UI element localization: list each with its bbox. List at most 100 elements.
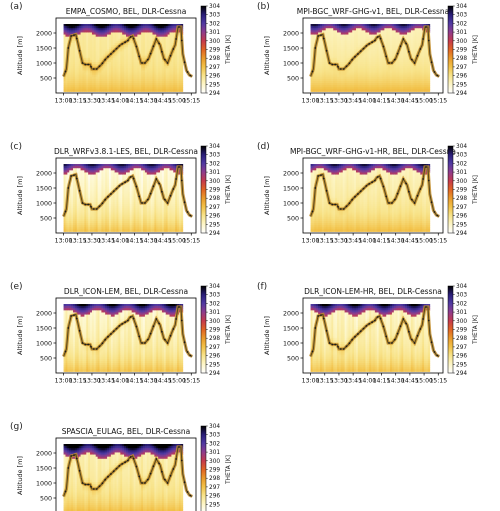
colorbar-tick-label: 301	[209, 450, 220, 456]
colorbar-tick-label: 294	[456, 371, 467, 377]
colorbar-tick-label: 295	[209, 222, 220, 228]
colorbar-tick-label: 303	[209, 293, 220, 299]
panel-title: EMPA_COSMO, BEL, DLR-Cessna	[66, 7, 187, 16]
x-tick-label: 15:00	[415, 378, 433, 385]
panel-label: (f)	[257, 282, 267, 292]
colorbar-tick-label: 301	[209, 170, 220, 176]
x-tick-label: 14:00	[111, 378, 129, 385]
colorbar-tick-label: 304	[456, 4, 467, 10]
x-tick-label: 13:00	[55, 98, 73, 105]
colorbar-label: THETA [K]	[473, 315, 479, 345]
panel-title: DLR_WRFv3.8.1-LES, BEL, DLR-Cessna	[54, 147, 198, 156]
colorbar-tick-label: 298	[209, 196, 220, 202]
colorbar-tick-label: 303	[209, 13, 220, 19]
y-tick-label: 500	[287, 215, 299, 222]
x-tick-label: 14:15	[126, 378, 144, 385]
x-tick-label: 13:15	[69, 378, 87, 385]
x-tick-label: 13:45	[97, 378, 115, 385]
plot-frame	[302, 17, 444, 94]
colorbar-tick-label: 303	[209, 153, 220, 159]
colorbar-tick-label: 295	[456, 222, 467, 228]
x-tick-label: 13:30	[330, 98, 348, 105]
colorbar-tick-label: 297	[209, 485, 220, 491]
colorbar-tick-label: 295	[456, 82, 467, 88]
colorbar-tick-label: 299	[209, 328, 220, 334]
x-tick-label: 13:30	[330, 378, 348, 385]
x-tick-label: 14:30	[140, 378, 158, 385]
y-tick-label: 500	[40, 495, 52, 502]
colorbar-tick-label: 300	[456, 39, 467, 45]
y-axis-label: Altitude [m]	[16, 456, 24, 495]
y-tick-label: 1500	[283, 185, 299, 192]
colorbar-tick-label: 298	[456, 196, 467, 202]
flight-markers	[64, 26, 192, 77]
y-tick-label: 2000	[283, 310, 299, 317]
x-tick-label: 15:00	[168, 98, 186, 105]
x-tick-label: 14:15	[126, 98, 144, 105]
x-tick-label: 13:45	[344, 238, 362, 245]
panel-label: (a)	[10, 2, 23, 12]
x-tick-label: 14:15	[126, 238, 144, 245]
panel-2: (c) DLR_WRFv3.8.1-LES, BEL, DLR-Cessna 500…	[10, 142, 232, 245]
colorbar-tick-label: 300	[456, 319, 467, 325]
x-tick-label: 13:45	[97, 238, 115, 245]
colorbar-tick-label: 304	[209, 284, 220, 290]
y-tick-label: 2000	[36, 170, 52, 177]
y-axis-label: Altitude [m]	[263, 316, 271, 355]
colorbar-tick-label: 302	[209, 21, 220, 27]
x-tick-label: 15:00	[415, 238, 433, 245]
y-axis-label: Altitude [m]	[263, 36, 271, 75]
colorbar-tick-label: 299	[209, 188, 220, 194]
x-tick-label: 15:15	[182, 98, 200, 105]
y-tick-label: 1500	[36, 465, 52, 472]
y-tick-label: 1500	[36, 45, 52, 52]
x-tick-label: 13:30	[83, 378, 101, 385]
y-tick-label: 2000	[283, 170, 299, 177]
colorbar-tick-label: 295	[456, 362, 467, 368]
colorbar-tick-label: 297	[456, 345, 467, 351]
x-tick-label: 15:15	[182, 378, 200, 385]
y-tick-label: 1000	[36, 60, 52, 67]
colorbar-tick-label: 303	[209, 433, 220, 439]
panel-title: SPASCIA_EULAG, BEL, DLR-Cessna	[62, 427, 191, 436]
colorbar-tick-label: 300	[209, 179, 220, 185]
colorbar-label: THETA [K]	[226, 315, 232, 345]
x-tick-label: 14:45	[401, 98, 419, 105]
colorbar	[200, 285, 207, 374]
flight-markers	[311, 306, 439, 357]
colorbar-tick-label: 301	[456, 30, 467, 36]
panel-label: (c)	[10, 142, 22, 152]
x-tick-label: 13:30	[330, 238, 348, 245]
panel-6: (g) SPASCIA_EULAG, BEL, DLR-Cessna 500 1000…	[10, 422, 232, 511]
x-tick-label: 15:00	[415, 98, 433, 105]
y-axis-label: Altitude [m]	[16, 316, 24, 355]
flight-markers	[64, 306, 192, 357]
x-tick-label: 13:15	[316, 238, 334, 245]
panel-label: (d)	[257, 142, 270, 152]
y-tick-label: 1000	[36, 480, 52, 487]
x-tick-label: 13:15	[69, 238, 87, 245]
x-tick-label: 13:30	[83, 238, 101, 245]
x-tick-label: 13:45	[97, 98, 115, 105]
colorbar-tick-label: 302	[209, 161, 220, 167]
colorbar-tick-label: 295	[209, 362, 220, 368]
theta-field	[310, 304, 431, 372]
colorbar-tick-label: 299	[456, 48, 467, 54]
y-tick-label: 1500	[36, 185, 52, 192]
colorbar-tick-label: 297	[209, 205, 220, 211]
x-tick-label: 15:00	[168, 238, 186, 245]
colorbar-tick-label: 300	[209, 39, 220, 45]
theta-field	[63, 304, 184, 372]
colorbar-tick-label: 296	[209, 74, 220, 80]
flight-markers	[64, 166, 192, 217]
colorbar-tick-label: 294	[209, 231, 220, 237]
y-tick-label: 2000	[283, 30, 299, 37]
plot-frame	[55, 437, 197, 511]
colorbar-tick-label: 301	[209, 310, 220, 316]
colorbar-tick-label: 301	[456, 170, 467, 176]
colorbar-tick-label: 298	[456, 336, 467, 342]
colorbar-tick-label: 298	[209, 56, 220, 62]
panel-0: (a) EMPA_COSMO, BEL, DLR-Cessna 500 1000 150…	[10, 2, 232, 105]
x-tick-label: 15:15	[429, 378, 447, 385]
theta-field	[63, 444, 184, 511]
